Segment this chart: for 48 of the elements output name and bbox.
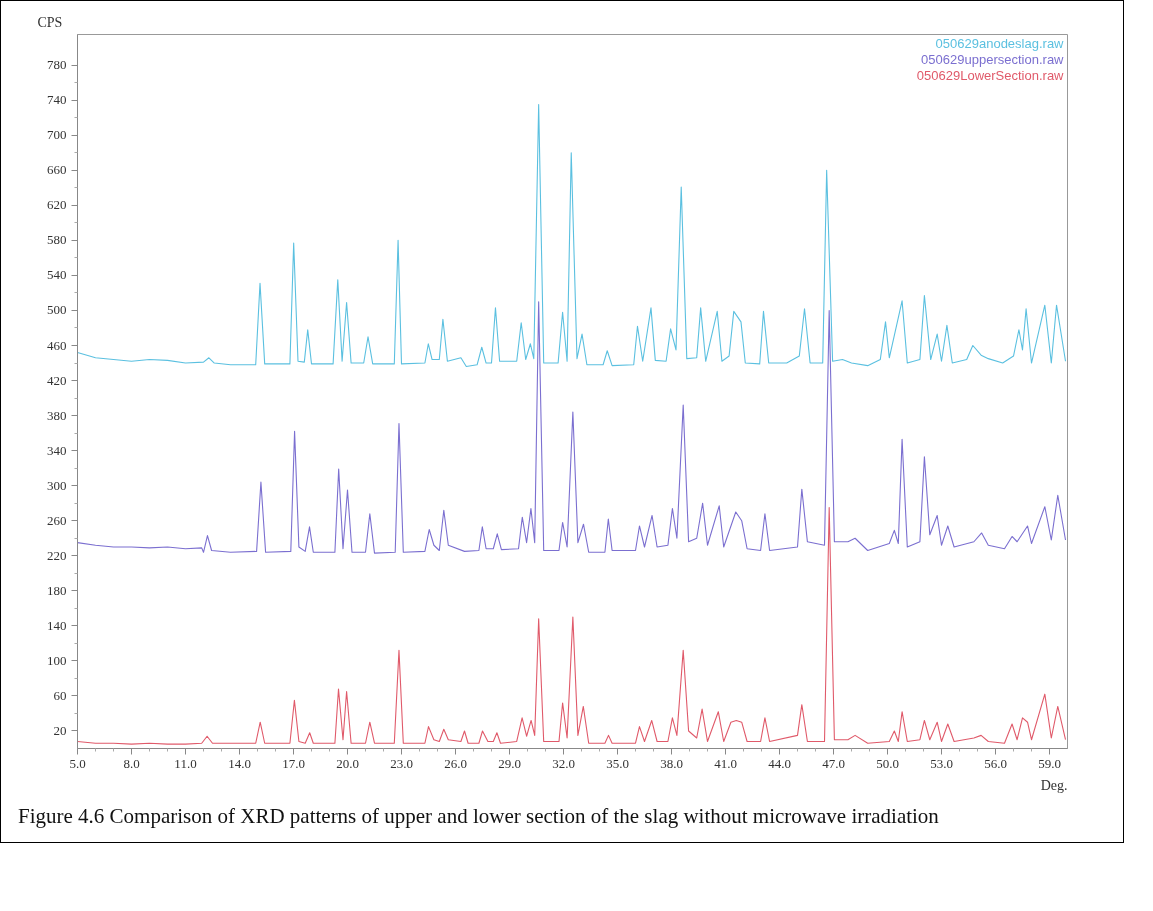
x-tick-label: 5.0 <box>69 755 86 771</box>
line-series <box>77 301 1067 554</box>
y-tick-label: 140 <box>47 617 67 633</box>
y-tick-label: 460 <box>47 337 67 353</box>
x-tick-label: 29.0 <box>498 755 521 771</box>
y-tick-label: 500 <box>47 302 67 318</box>
y-tick-label: 60 <box>53 687 67 703</box>
x-tick-label: 38.0 <box>660 755 683 771</box>
x-tick-label: 17.0 <box>282 755 305 771</box>
x-tick-label: 50.0 <box>876 755 899 771</box>
y-tick-label: 540 <box>47 267 67 283</box>
y-tick-label: 340 <box>47 442 67 458</box>
x-tick-label: 53.0 <box>930 755 953 771</box>
y-tick-label: 660 <box>47 162 67 178</box>
y-tick-label: 420 <box>47 372 67 388</box>
y-tick-label: 300 <box>47 477 67 493</box>
x-tick-label: 56.0 <box>984 755 1007 771</box>
y-tick-label: 700 <box>47 127 67 143</box>
x-tick-label: 14.0 <box>228 755 251 771</box>
y-tick-label: 260 <box>47 512 67 528</box>
y-axis-title: CPS <box>37 14 63 30</box>
x-tick-label: 35.0 <box>606 755 629 771</box>
text: 050629uppersection.raw <box>921 52 1065 68</box>
text: 050629LowerSection.raw <box>916 67 1065 83</box>
line-series <box>77 507 1067 745</box>
x-axis-title: Deg. <box>1040 777 1068 793</box>
x-tick-label: 20.0 <box>336 755 359 771</box>
y-tick-label: 180 <box>47 582 67 598</box>
y-tick-label: 580 <box>47 232 67 248</box>
x-tick-label: 59.0 <box>1038 755 1061 771</box>
x-tick-label: 47.0 <box>822 755 845 771</box>
y-tick-label: 620 <box>47 197 67 213</box>
y-tick-label: 100 <box>47 652 67 668</box>
y-tick-label: 220 <box>47 547 67 563</box>
x-tick-label: 44.0 <box>768 755 791 771</box>
y-tick-label: 740 <box>47 92 67 108</box>
x-tick-label: 41.0 <box>714 755 737 771</box>
x-tick-label: 11.0 <box>174 755 197 771</box>
caption: Figure 4.6 Comparison of XRD patterns of upper and lower section of the slag without microwave irradiation <box>18 803 939 830</box>
x-tick-label: 26.0 <box>444 755 467 771</box>
line-series <box>77 104 1067 368</box>
y-tick-label: 780 <box>47 57 67 73</box>
y-tick-label: 20 <box>53 722 67 738</box>
text: 050629anodeslag.raw <box>935 36 1065 52</box>
x-tick-label: 32.0 <box>552 755 575 771</box>
y-tick-label: 380 <box>47 407 67 423</box>
x-tick-label: 23.0 <box>390 755 413 771</box>
x-tick-label: 8.0 <box>123 755 140 771</box>
